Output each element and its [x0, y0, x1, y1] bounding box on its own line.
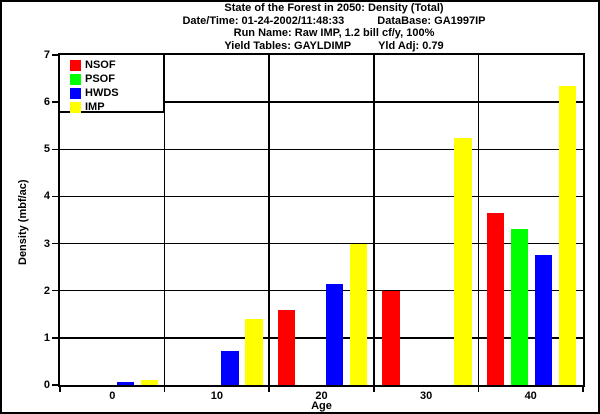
y-tick-label: 7 — [43, 49, 50, 61]
bar-imp-age10 — [245, 319, 263, 385]
header-line-2: Date/Time: 01-24-2002/11:48:33 DataBase:… — [66, 14, 598, 28]
y-tick-label: 3 — [43, 237, 50, 250]
y-axis-tick — [52, 148, 58, 151]
x-tick-label: 30 — [419, 390, 433, 402]
x-tick-label: 40 — [524, 390, 537, 402]
y-axis-title: Density (mbf/ac) — [17, 179, 29, 265]
legend-swatch-nsof — [70, 59, 81, 71]
bar-psof-age40 — [510, 229, 529, 385]
chart-title: State of the Forest in 2050: Density (To… — [224, 2, 444, 14]
y-tick-label: 4 — [43, 190, 50, 203]
header-datetime: Date/Time: 01-24-2002/11:48:33 — [182, 14, 345, 27]
bar-hwds-age0 — [116, 381, 134, 385]
plot-area: NSOF PSOF HWDS IMP Age 0 10 20 30 40 0 1 2 3 4 5 6 7 — [44, 49, 585, 412]
legend: NSOF PSOF HWDS IMP — [60, 55, 165, 113]
y-tick-label: 0 — [43, 379, 50, 391]
y-tick-label: 1 — [43, 331, 50, 344]
y-axis-tick — [52, 101, 58, 103]
x-axis-tick — [268, 387, 270, 392]
x-tick-label: 0 — [109, 390, 116, 402]
legend-label: NSOF — [85, 58, 116, 71]
x-axis-tick — [59, 387, 61, 392]
legend-item-psof: PSOF — [70, 72, 163, 86]
gridline-v — [477, 55, 480, 385]
legend-label: HWDS — [85, 86, 119, 99]
y-axis-tick — [52, 195, 58, 198]
gridline-h — [60, 242, 583, 245]
y-axis-tick — [52, 384, 58, 386]
gridline-h — [60, 195, 583, 198]
bar-nsof-age30 — [382, 290, 400, 385]
header-yld-adj: Yld Adj: 0.79 — [378, 40, 444, 53]
y-tick-label: 5 — [43, 143, 50, 156]
y-tick-label: 6 — [43, 96, 50, 109]
bar-imp-age20 — [349, 243, 368, 385]
gridline-v — [373, 55, 375, 385]
y-axis-tick — [52, 54, 58, 56]
x-axis-tick — [477, 387, 480, 392]
y-axis-tick — [52, 289, 58, 292]
x-axis-tick — [163, 387, 166, 392]
gridline-h — [60, 337, 583, 339]
bar-imp-age0 — [140, 380, 158, 385]
legend-label: IMP — [85, 100, 105, 113]
legend-label: PSOF — [85, 72, 115, 85]
header-run-name: Run Name: Raw IMP, 1.2 bill cf/y, 100% — [233, 27, 435, 40]
y-tick-label: 2 — [43, 284, 50, 297]
gridline-v — [268, 55, 270, 385]
legend-swatch-hwds — [70, 87, 81, 99]
header-yield-tables: Yield Tables: GAYLDIMP — [224, 40, 352, 53]
legend-item-nsof: NSOF — [70, 58, 163, 72]
bar-hwds-age20 — [325, 283, 344, 385]
bar-imp-age40 — [558, 85, 577, 385]
legend-item-imp: IMP — [70, 100, 163, 114]
legend-swatch-imp — [70, 101, 81, 113]
bar-nsof-age20 — [277, 309, 296, 385]
chart-header: State of the Forest in 2050: Density (To… — [66, 2, 598, 53]
x-axis-tick — [373, 387, 375, 392]
x-axis-tick — [582, 387, 584, 392]
bar-hwds-age10 — [221, 351, 239, 385]
y-axis-tick — [52, 242, 58, 245]
legend-swatch-psof — [70, 73, 81, 85]
x-axis-title: Age — [311, 400, 332, 412]
header-database: DataBase: GA1997IP — [377, 14, 486, 27]
gridline-v — [163, 55, 166, 385]
bar-hwds-age40 — [534, 255, 553, 385]
header-line-4: Yield Tables: GAYLDIMP Yld Adj: 0.79 — [66, 40, 598, 53]
x-tick-label: 10 — [210, 390, 224, 402]
gridline-h — [60, 289, 583, 292]
y-axis-tick — [52, 337, 58, 339]
gridline-h — [60, 148, 583, 151]
legend-item-hwds: HWDS — [70, 86, 163, 100]
bar-imp-age30 — [454, 137, 472, 385]
bar-nsof-age40 — [486, 212, 505, 385]
x-tick-label: 20 — [315, 390, 328, 402]
gridline-h — [60, 101, 583, 103]
